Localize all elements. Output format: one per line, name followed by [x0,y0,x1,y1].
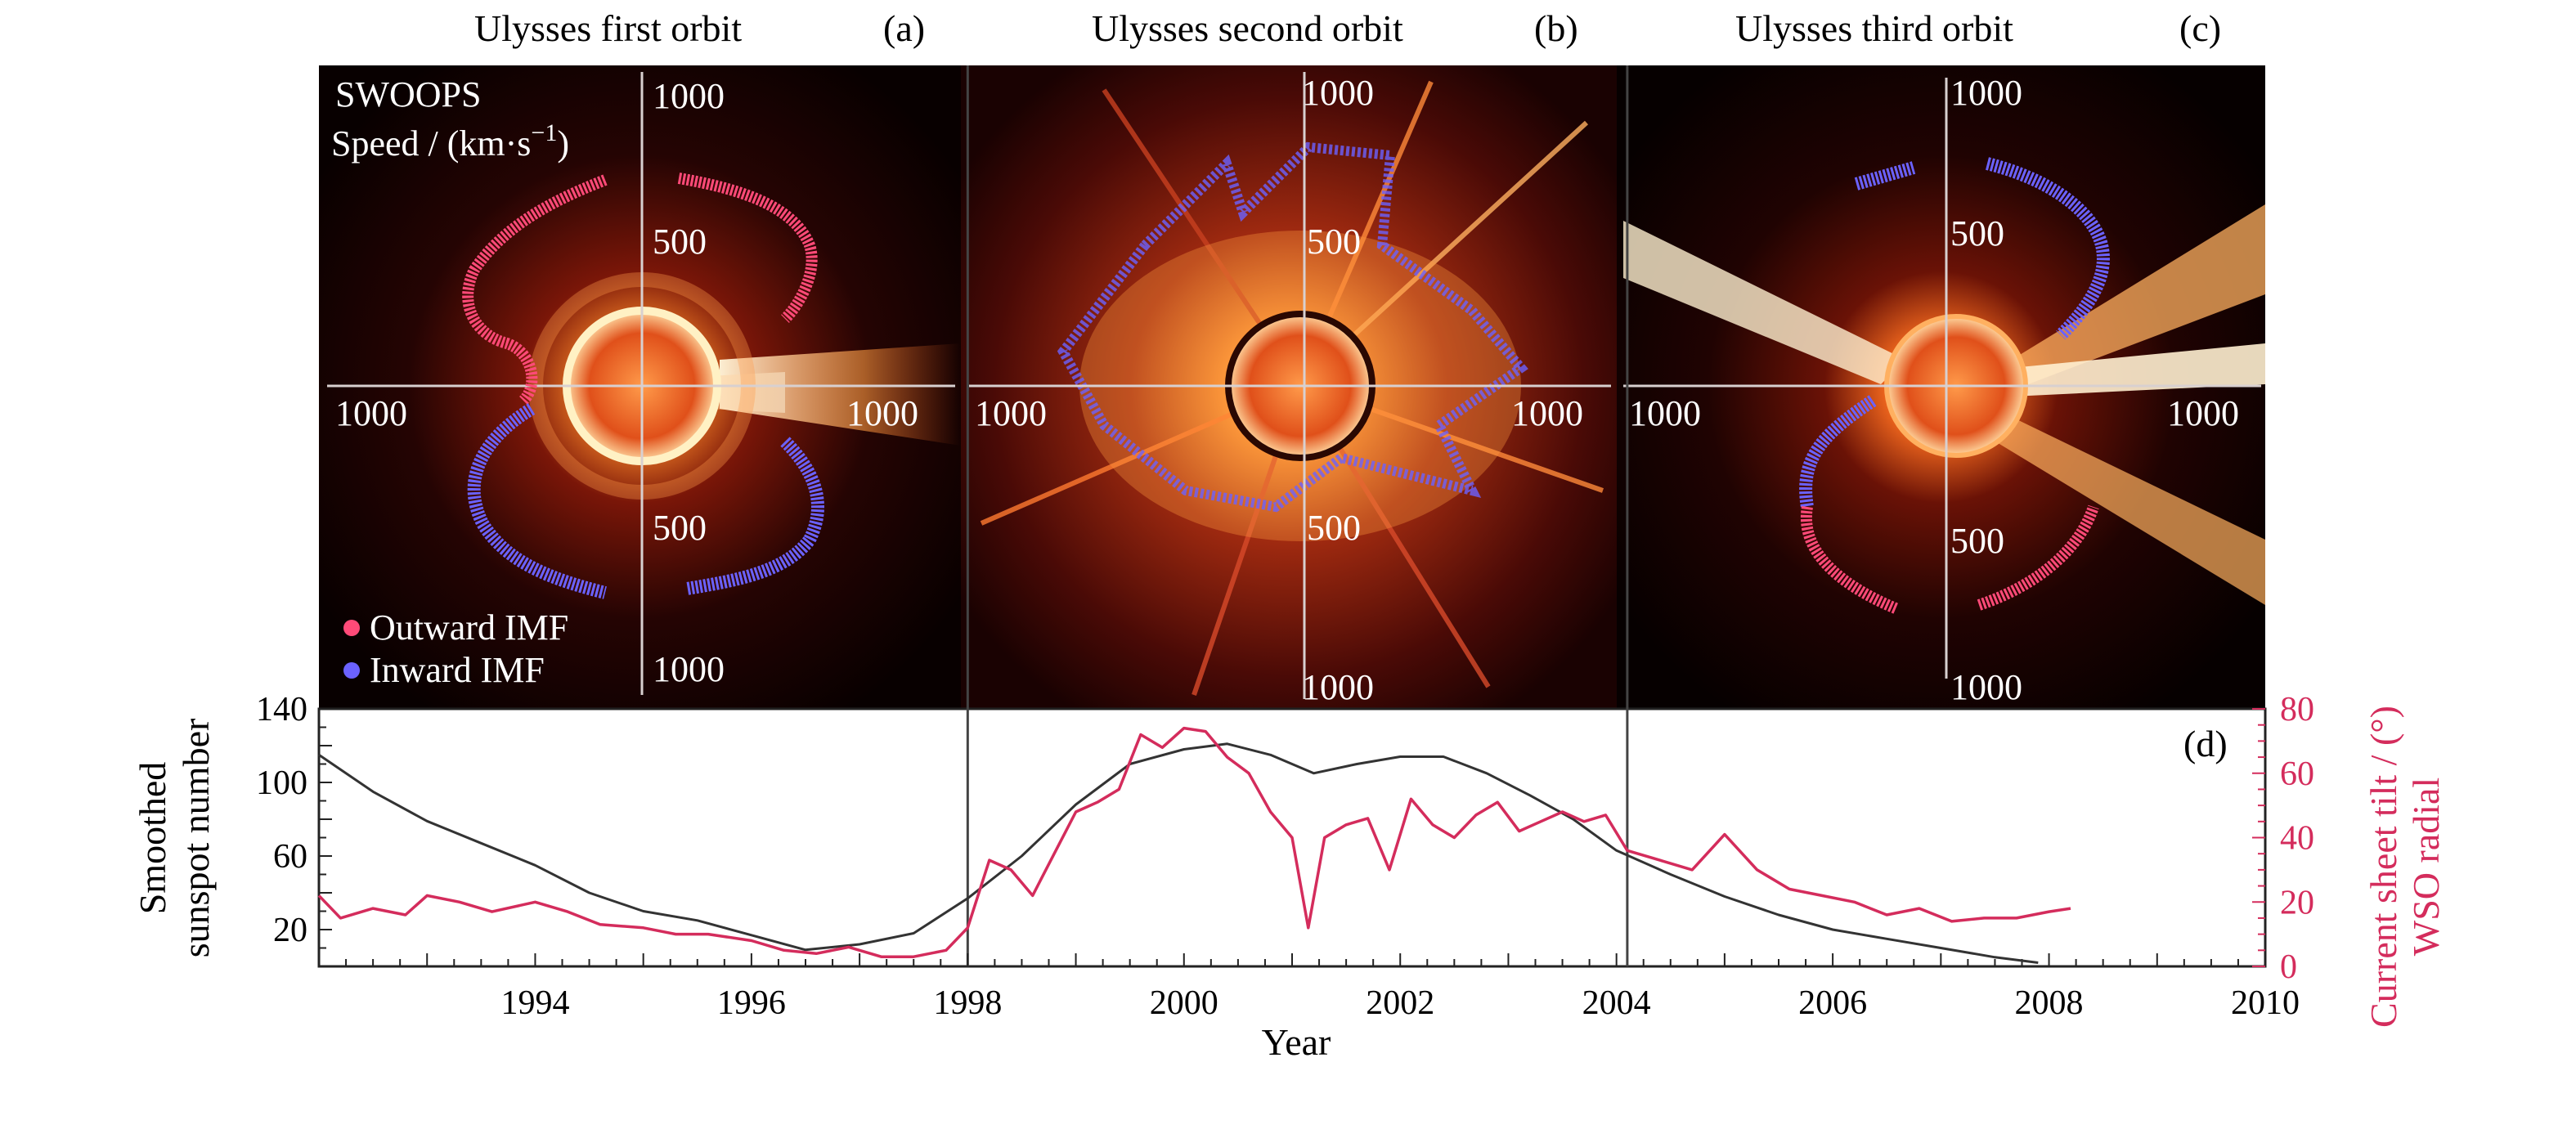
panel-a-tick-left-1000: 1000 [335,393,407,433]
panel-a-tick-right-1000: 1000 [846,393,918,433]
tag-a: (a) [883,7,925,49]
panel-c-inward-trace-upper-left [1854,161,1916,190]
speed-label-close: ) [557,123,569,164]
legend-outward-marker [343,620,360,636]
panel-b-tick-left-1000: 1000 [975,393,1047,433]
panel-a-inward-trace-lower-right [685,437,824,595]
panel-b-tick-top-500: 500 [1307,222,1361,262]
left-tick-label-140: 140 [256,691,307,728]
panel-a-instrument: SWOOPS [335,74,482,114]
left-tick-label-100: 100 [256,764,307,802]
tag-c: (c) [2179,7,2221,49]
panel-c-tick-right-1000: 1000 [2167,393,2239,433]
series-layer [317,726,2071,964]
right-axis-label-line2: WSO radial [2405,778,2447,956]
time-series-panel: 1994 1996 1998 2000 2002 2004 2006 2008 2010 20 6… [132,65,2447,1063]
right-axis-label-line1: Current sheet tilt / (°) [2363,706,2404,1028]
series-line-current-sheet-tilt [317,726,2071,958]
panel-c-outward-trace-lower-right [1977,504,2099,611]
left-axis-label-line2: sunspot number [175,719,217,958]
panel-c-streamer-right [2012,343,2265,397]
left-tick-label-20: 20 [273,912,307,949]
title-b: Ulysses second orbit [1092,7,1403,49]
panel-a-streamer [720,343,961,446]
panel-a-speed-label: Speed / (km·s−1) [331,119,569,164]
x-tick-label-2000: 2000 [1150,984,1218,1022]
panel-a-tick-bottom-1000: 1000 [653,649,725,689]
polar-panel-a: SWOOPS Speed / (km·s−1) 1000 500 1000 10… [319,65,961,709]
x-axis-ticks: 1994 1996 1998 2000 2002 2004 2006 2008 2010 [318,953,2300,1022]
speed-label-sup: −1 [531,119,557,146]
panel-c-streamer-lower-right [1995,417,2265,605]
x-tick-label-2008: 2008 [2015,984,2084,1022]
series-line-sunspot-number [318,742,2039,964]
x-axis-label: Year [1262,1021,1331,1063]
panel-c-tick-top-500: 500 [1950,213,2004,253]
legend-outward-label: Outward IMF [370,607,568,648]
right-tick-label-80: 80 [2280,691,2314,728]
tag-b: (b) [1534,7,1578,49]
right-tick-label-0: 0 [2280,948,2297,986]
panel-c-tick-top-1000: 1000 [1950,73,2022,113]
right-tick-label-40: 40 [2280,820,2314,858]
x-tick-label-1998: 1998 [933,984,1002,1022]
left-tick-label-60: 60 [273,838,307,876]
speed-label-text: Speed / (km·s [331,123,531,164]
right-tick-label-20: 20 [2280,884,2314,921]
panel-a-tick-top-500: 500 [653,222,707,262]
x-tick-label-2010: 2010 [2231,984,2300,1022]
panel-c-tick-bottom-1000: 1000 [1950,667,2022,707]
panel-b-tick-right-1000: 1000 [1511,393,1583,433]
x-tick-label-1994: 1994 [500,984,569,1022]
x-tick-label-2002: 2002 [1366,984,1434,1022]
tag-d: (d) [2183,723,2228,764]
x-tick-label-2006: 2006 [1798,984,1867,1022]
panel-c-inward-trace-upper-right [1986,157,2110,340]
left-axis-label-line1: Smoothed [132,762,173,915]
panel-b-tick-top-1000: 1000 [1302,73,1374,113]
left-axis-ticks: 20 60 100 140 [256,691,332,967]
title-a: Ulysses first orbit [474,7,742,49]
polar-panel-b: 1000 500 1000 1000 500 1000 [961,65,1617,709]
panel-a-outward-trace-upper-left [462,174,608,405]
title-c: Ulysses third orbit [1735,7,2013,49]
orbit-boundaries [966,65,1629,966]
panel-c-streamer-upper-right [2012,204,2265,384]
panel-a-outward-trace-upper-right [677,173,818,323]
right-axis-ticks: 0 20 40 60 80 [2252,691,2314,986]
right-tick-label-60: 60 [2280,755,2314,793]
x-tick-label-2004: 2004 [1582,984,1651,1022]
panel-a-tick-top-1000: 1000 [653,76,725,116]
panel-b-tick-bottom-500: 500 [1307,508,1361,548]
x-tick-label-1996: 1996 [717,984,786,1022]
panel-c-tick-bottom-500: 500 [1950,521,2004,561]
panel-c-outward-trace-lower-left [1800,505,1900,615]
legend-inward-marker [343,662,360,679]
legend-inward-label: Inward IMF [370,650,545,690]
panel-c-tick-left-1000: 1000 [1629,393,1701,433]
polar-panel-c: 1000 500 1000 1000 500 1000 [1617,65,2265,709]
panel-b-tick-bottom-1000: 1000 [1302,667,1374,707]
panel-c-streamer-upper-left [1623,221,1905,384]
panel-a-tick-bottom-500: 500 [653,508,707,548]
panel-b-inward-spikes [1057,141,1528,513]
